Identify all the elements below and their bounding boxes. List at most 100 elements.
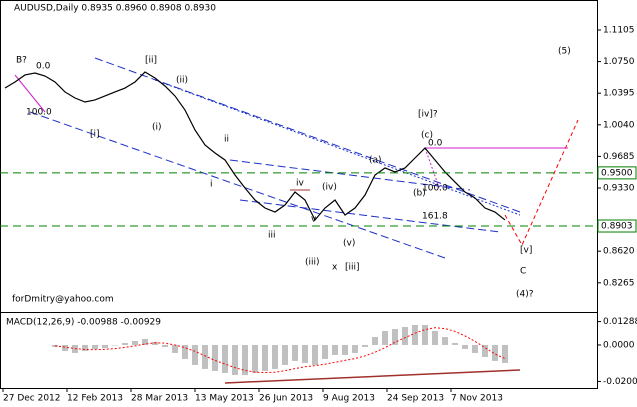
- wave-label: v: [311, 215, 317, 225]
- macd-bar: [142, 338, 148, 345]
- wave-label: iv: [296, 179, 305, 189]
- wave-label: iii: [268, 231, 276, 241]
- wave-label: (i): [152, 123, 162, 133]
- macd-bar: [482, 344, 488, 357]
- macd-bar: [252, 344, 258, 373]
- macd-bar: [332, 344, 338, 355]
- y-tick-label: -0.02008: [603, 377, 637, 387]
- y-tick-label: 0.8620: [603, 247, 635, 257]
- macd-bar: [152, 341, 158, 345]
- wave-label: (a): [369, 156, 382, 166]
- wave-label: 100.0: [26, 108, 52, 118]
- wave-label: [v]: [520, 246, 532, 256]
- macd-bar: [172, 344, 178, 353]
- macd-bar: [362, 344, 368, 347]
- macd-bar: [442, 336, 448, 345]
- wave-label: C: [520, 267, 526, 277]
- fib-line: [424, 147, 441, 191]
- wave-label: (5): [558, 47, 571, 57]
- macd-bar: [392, 328, 398, 345]
- wave-label: i: [210, 180, 213, 190]
- macd-bar: [472, 344, 478, 353]
- macd-bar: [382, 330, 388, 345]
- x-tick-label: 12 Feb 2013: [67, 394, 123, 404]
- macd-bar: [402, 326, 408, 345]
- wave-label: (v): [343, 239, 355, 249]
- x-tick-label: 27 Dec 2012: [3, 394, 61, 404]
- level-label: 0.8903: [601, 222, 633, 232]
- macd-bar: [492, 344, 498, 361]
- wave-label: forDmitry@yahoo.com: [12, 295, 114, 305]
- macd-bar: [432, 330, 438, 345]
- level-label: 0.9500: [601, 168, 633, 178]
- y-tick-label: 1.1105: [603, 25, 635, 35]
- wave-label: (iii): [305, 258, 320, 268]
- wave-label: [iv]?: [418, 110, 438, 120]
- y-tick-label: 0.0000: [603, 340, 635, 350]
- x-tick-label: 24 Sep 2013: [387, 394, 444, 404]
- macd-bar: [262, 344, 268, 371]
- macd-bar: [502, 344, 508, 363]
- wave-label: 161.8: [422, 212, 448, 222]
- macd-bar: [192, 344, 198, 365]
- wave-label: [i]: [90, 130, 100, 140]
- fib-line: [14, 74, 46, 113]
- y-tick-label: 1.0750: [603, 57, 635, 67]
- channel-line: [29, 111, 446, 259]
- wave-label: [ii]: [145, 56, 157, 66]
- macd-bar: [162, 344, 168, 347]
- wave-label: (c): [421, 131, 433, 141]
- wave-label: (4)?: [516, 290, 534, 300]
- macd-divergence: [224, 369, 521, 384]
- macd-bar: [372, 336, 378, 345]
- wave-label: 100.0: [422, 184, 448, 194]
- wave-label: [iii]: [345, 263, 360, 273]
- macd-bar: [102, 344, 108, 349]
- macd-bar: [282, 344, 288, 365]
- channel-line: [154, 79, 521, 216]
- y-tick-label: 0.8265: [603, 278, 635, 288]
- chart-title: AUDUSD,Daily 0.8935 0.8960 0.8908 0.8930: [14, 4, 216, 14]
- macd-bar: [132, 340, 138, 345]
- wave-label: 0.0: [36, 62, 51, 72]
- macd-bar: [292, 344, 298, 361]
- macd-bar: [182, 344, 188, 359]
- wave-label: ii: [224, 135, 229, 145]
- y-tick-label: 0.9685: [603, 152, 635, 162]
- macd-bar: [302, 344, 308, 363]
- macd-title: MACD(12,26,9) -0.00988 -0.00929: [6, 318, 161, 328]
- y-tick-label: 1.0395: [603, 89, 635, 99]
- macd-bar: [462, 344, 468, 349]
- macd-bar: [272, 344, 278, 369]
- macd-bar: [242, 344, 248, 375]
- drawings: [14, 57, 579, 384]
- macd-bar: [322, 344, 328, 359]
- level-label-box: [597, 166, 637, 180]
- macd-bar: [452, 342, 458, 345]
- macd-bar: [412, 324, 418, 345]
- wave-label: x: [332, 263, 338, 273]
- y-tick-label: 1.0040: [603, 120, 635, 130]
- macd-bar: [202, 344, 208, 369]
- macd-bar: [312, 344, 318, 365]
- x-tick-label: 9 Aug 2013: [323, 394, 375, 404]
- wave-label: 0.0: [428, 139, 443, 149]
- macd-bar: [212, 344, 218, 371]
- channel-line: [239, 199, 501, 233]
- y-tick-label: 0.9330: [603, 184, 635, 194]
- macd-bar: [422, 324, 428, 345]
- macd-bar: [82, 344, 88, 351]
- macd-bar: [232, 344, 238, 375]
- y-tick-label: 0.01288: [603, 317, 637, 327]
- macd-bar: [112, 344, 118, 346]
- x-tick-label: 7 Nov 2013: [451, 394, 503, 404]
- wave-label: (ii): [176, 76, 188, 86]
- macd-bar: [352, 344, 358, 353]
- macd-bar: [342, 344, 348, 355]
- price-line: [4, 71, 506, 222]
- wave-label: (b): [413, 189, 426, 199]
- wave-label: (iv): [322, 183, 337, 193]
- macd-bar: [122, 342, 128, 345]
